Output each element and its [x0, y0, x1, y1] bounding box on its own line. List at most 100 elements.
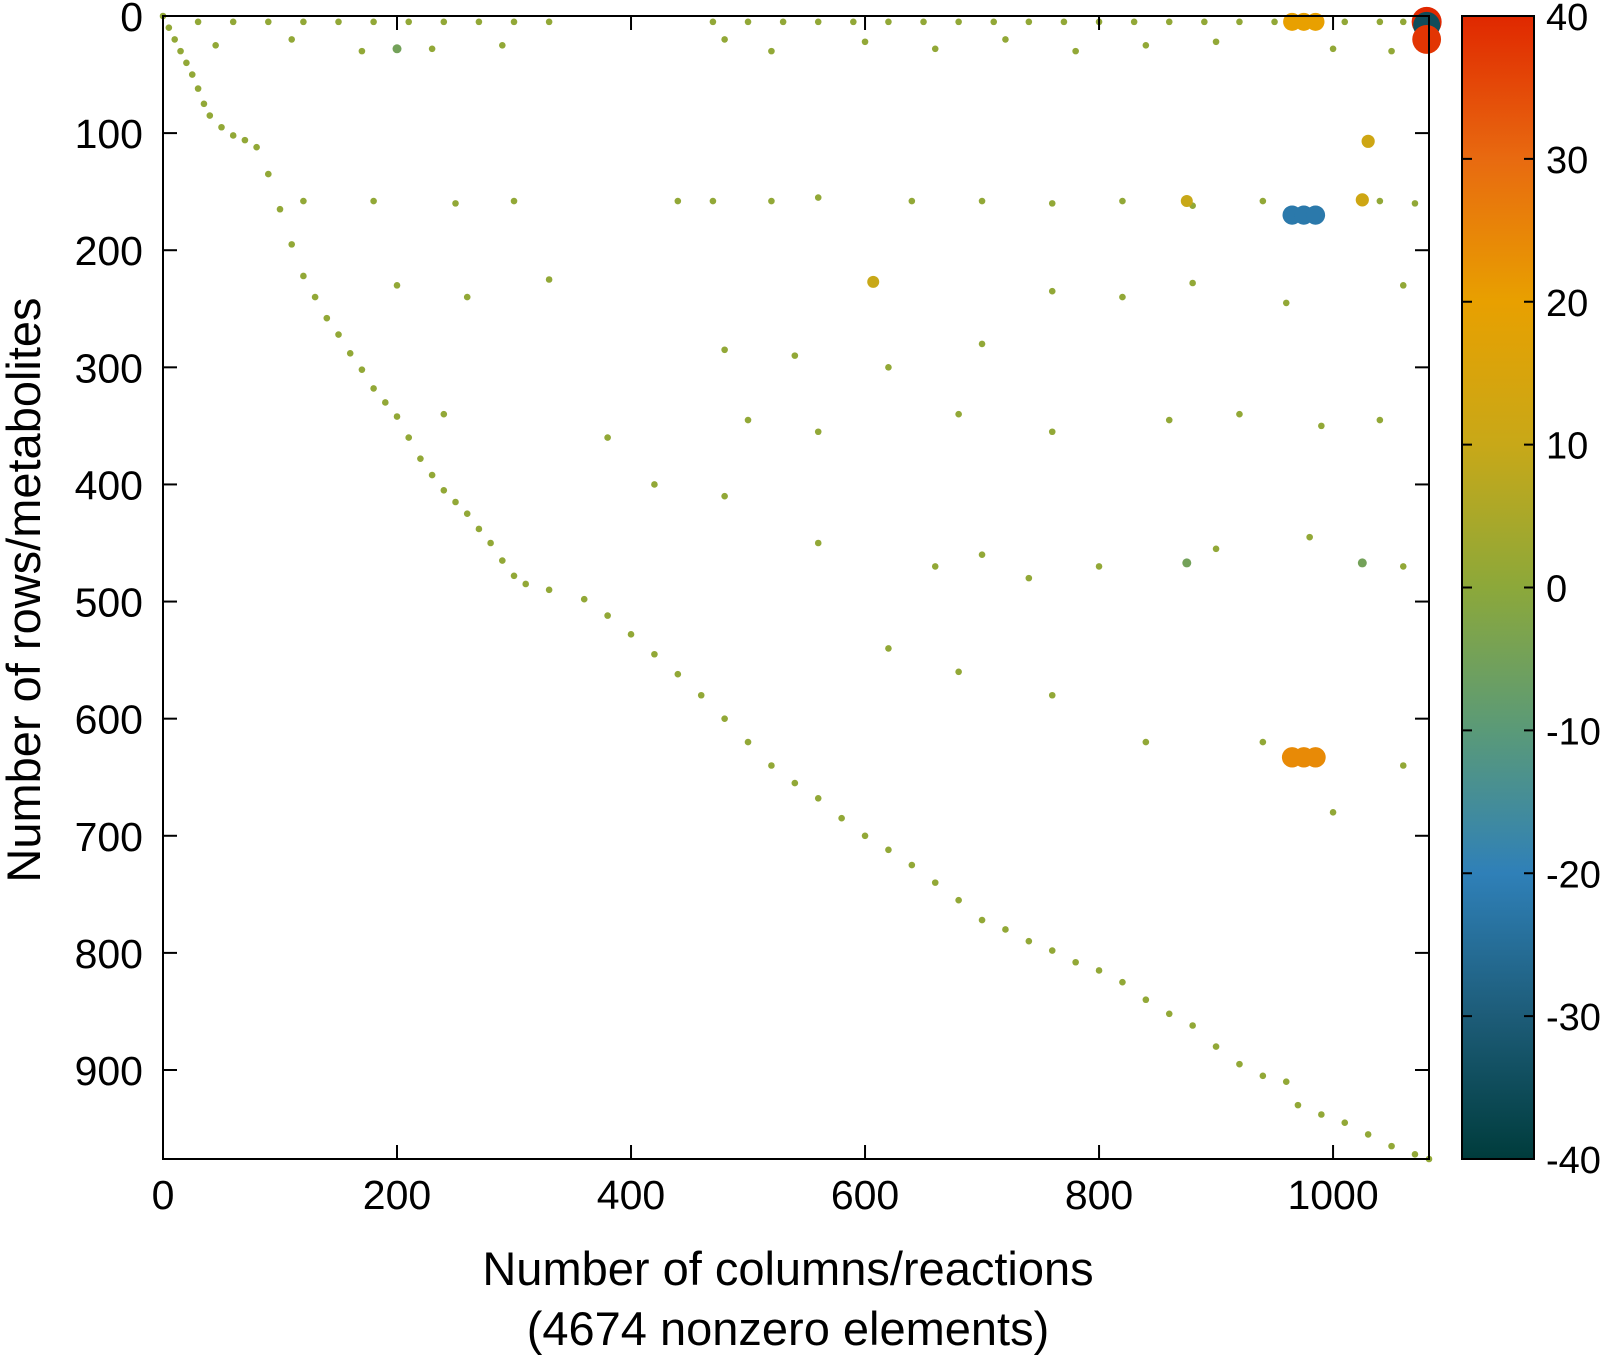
colorbar-tick-label: -10	[1546, 711, 1601, 753]
point	[1095, 967, 1103, 974]
point	[1282, 299, 1290, 307]
y-tick-label: 900	[75, 1048, 143, 1094]
point	[1329, 809, 1337, 816]
x-tick-label: 800	[1065, 1172, 1133, 1218]
point	[393, 282, 401, 289]
point	[382, 399, 389, 406]
point	[1142, 996, 1150, 1004]
point	[1259, 197, 1267, 205]
point	[370, 18, 377, 26]
point	[674, 197, 682, 205]
point	[1025, 18, 1033, 26]
point	[744, 18, 752, 26]
point	[931, 563, 939, 570]
point	[1236, 410, 1243, 418]
point	[1048, 691, 1056, 699]
point	[955, 668, 962, 676]
point	[580, 595, 588, 603]
colorbar-tick-label: -40	[1546, 1140, 1601, 1182]
point	[1259, 1072, 1267, 1080]
point	[1025, 574, 1033, 582]
point	[651, 481, 658, 488]
point	[241, 136, 249, 144]
point	[1189, 279, 1196, 287]
point	[850, 18, 857, 26]
y-tick-label: 200	[75, 228, 143, 274]
point	[721, 36, 728, 43]
colorbar-tick-label: 0	[1546, 569, 1567, 611]
point	[791, 779, 799, 787]
point	[288, 241, 296, 248]
point	[1376, 18, 1384, 26]
point	[1341, 18, 1349, 26]
point	[604, 434, 611, 441]
point	[955, 896, 962, 904]
point	[1189, 1022, 1196, 1029]
point	[370, 197, 377, 205]
point	[908, 197, 916, 205]
y-tick-label: 100	[75, 111, 143, 157]
point	[463, 510, 471, 518]
point	[1329, 45, 1337, 53]
point	[885, 645, 892, 652]
point	[867, 275, 880, 288]
axes: 0 200 400 600 800 100001002003004005006007008…	[75, 0, 1601, 1218]
point	[475, 18, 483, 26]
point	[651, 650, 658, 658]
point	[1048, 947, 1056, 954]
point	[392, 44, 402, 54]
point	[721, 715, 728, 722]
point	[861, 832, 869, 840]
point	[212, 41, 219, 49]
point	[990, 18, 998, 26]
point	[463, 293, 471, 301]
point	[1271, 18, 1278, 26]
point	[276, 205, 284, 213]
x-tick-label: 600	[831, 1172, 899, 1218]
point	[861, 38, 869, 46]
colorbar-tick-label: 30	[1546, 140, 1588, 182]
point	[1236, 1060, 1243, 1068]
point	[510, 572, 518, 580]
point	[1376, 197, 1384, 205]
point	[1306, 12, 1325, 31]
point	[1305, 747, 1326, 768]
x-tick-label: 400	[597, 1172, 665, 1218]
point	[183, 59, 190, 67]
point	[194, 85, 202, 92]
points	[159, 6, 1442, 1163]
point	[768, 47, 775, 55]
point	[229, 132, 237, 139]
point	[165, 24, 173, 32]
point	[1002, 926, 1009, 933]
x-axis-label-2: (4674 nonzero elements)	[527, 1302, 1050, 1355]
point	[744, 416, 752, 424]
point	[1180, 195, 1193, 208]
point	[814, 194, 822, 201]
point	[1411, 200, 1419, 207]
point	[545, 586, 553, 594]
point	[709, 197, 717, 205]
point	[428, 45, 436, 53]
point	[335, 18, 342, 26]
point	[440, 410, 448, 418]
point	[253, 143, 260, 151]
point	[1357, 558, 1367, 568]
point	[206, 112, 214, 119]
point	[1282, 1078, 1290, 1086]
point	[1411, 1151, 1419, 1158]
point	[1119, 978, 1126, 986]
point	[171, 36, 179, 43]
point	[721, 492, 728, 500]
point	[288, 36, 296, 43]
point	[1388, 47, 1395, 55]
y-tick-label: 600	[75, 697, 143, 743]
point	[452, 200, 459, 207]
colorbar-tick-label: 20	[1546, 283, 1588, 325]
y-tick-label: 300	[75, 345, 143, 391]
point	[1399, 18, 1407, 26]
point	[1060, 18, 1068, 26]
point	[978, 916, 986, 924]
point	[229, 18, 237, 26]
